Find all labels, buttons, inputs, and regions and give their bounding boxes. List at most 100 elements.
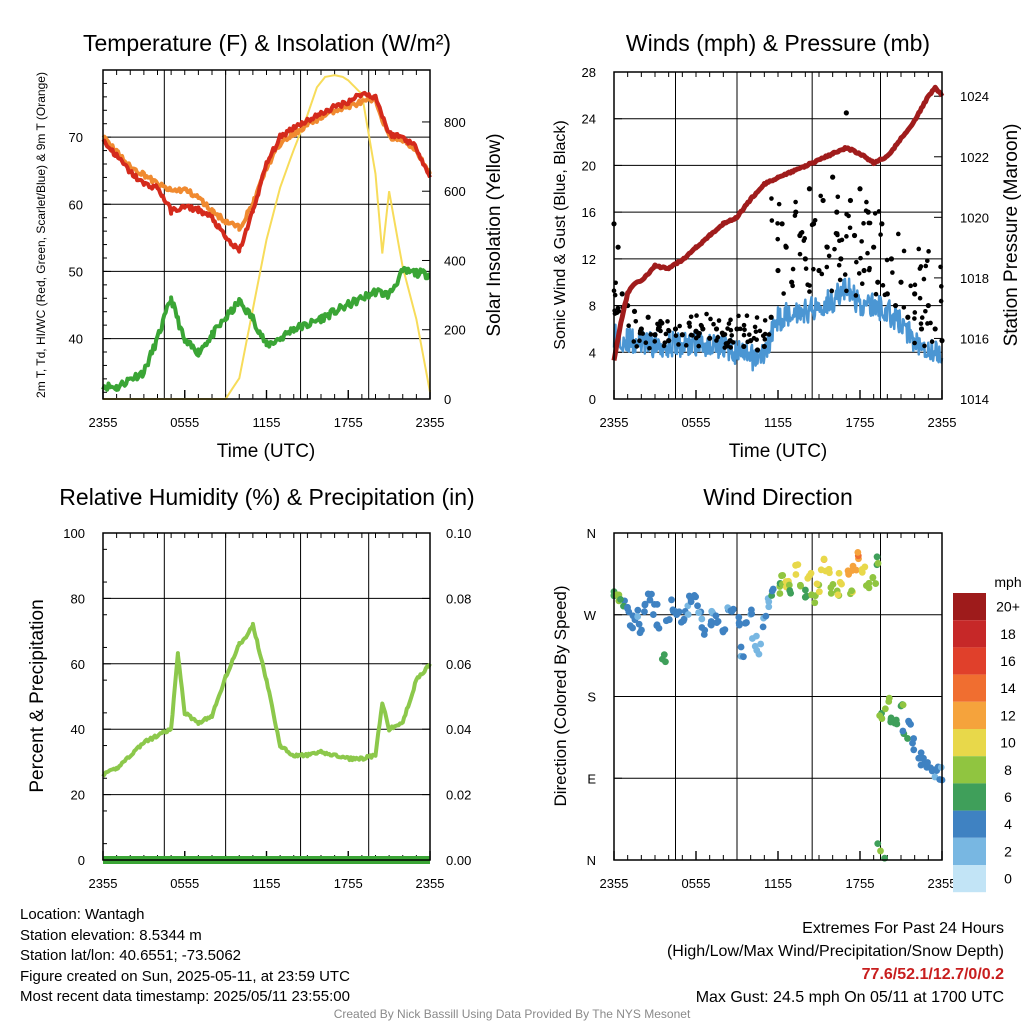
gust-point <box>884 257 890 263</box>
gust-point <box>688 314 694 320</box>
gust-point <box>879 221 885 227</box>
direction-point <box>713 619 721 626</box>
direction-point <box>635 620 643 628</box>
gust-point <box>637 330 643 336</box>
direction-point <box>735 613 743 621</box>
gust-point <box>895 231 901 237</box>
gust-point <box>847 225 853 231</box>
direction-point <box>808 591 816 599</box>
gust-point <box>901 305 907 310</box>
temp-xtick-label: 1155 <box>253 415 281 430</box>
gust-point <box>741 332 747 338</box>
temp-xtick-label: 1755 <box>334 415 363 430</box>
station-info: Location: Wantagh Station elevation: 8.5… <box>20 905 350 1008</box>
direction-point <box>634 613 642 620</box>
direction-point <box>662 658 669 666</box>
colorbar-label: 18 <box>1000 626 1016 642</box>
gust-point <box>846 213 851 219</box>
gust-point <box>666 328 672 334</box>
gust-point <box>722 345 728 350</box>
gust-point <box>912 316 917 321</box>
direction-point <box>813 580 821 588</box>
gust-point <box>626 323 631 329</box>
temp-ytick-right-label: 0 <box>444 392 451 407</box>
gust-point <box>666 338 672 344</box>
gust-point <box>919 315 925 320</box>
gust-point <box>746 332 752 337</box>
humidity-y-axis-label: Percent & Precipitation <box>27 599 48 792</box>
direction-point <box>872 580 880 587</box>
gust-point <box>754 347 761 353</box>
colorbar-label: 2 <box>1004 843 1012 859</box>
station-location: Location: Wantagh <box>20 906 145 923</box>
winds-ytick-label: 16 <box>582 205 596 220</box>
direction-point <box>796 581 804 589</box>
gust-point <box>741 343 747 350</box>
temp-2m-line <box>101 90 432 254</box>
direction-point <box>811 599 819 607</box>
direction-point <box>675 608 683 616</box>
gust-point <box>839 237 845 243</box>
direction-point <box>874 559 882 567</box>
direction-point <box>862 582 870 590</box>
gust-point <box>801 238 807 243</box>
temp-x-axis-label: Time (UTC) <box>217 441 316 462</box>
gust-point <box>859 281 865 286</box>
direction-xtick-label: 2355 <box>928 876 957 891</box>
gust-point <box>844 234 849 239</box>
gust-point <box>634 344 640 349</box>
humidity-panel-title: Relative Humidity (%) & Precipitation (i… <box>59 484 475 510</box>
direction-point <box>869 574 877 582</box>
direction-point <box>802 586 809 594</box>
humidity-ytick-label: 100 <box>63 526 85 541</box>
colorbar-label: 10 <box>1000 735 1016 751</box>
direction-ytick-label: N <box>587 526 596 541</box>
direction-point <box>634 606 642 614</box>
direction-point <box>687 598 695 606</box>
direction-point <box>721 626 729 634</box>
gust-point <box>776 201 782 207</box>
direction-point <box>765 603 773 611</box>
direction-panel-title: Wind Direction <box>703 484 853 510</box>
gust-point <box>676 342 681 347</box>
precip-ytick-label: 0.10 <box>446 526 471 541</box>
gust-point <box>858 255 863 261</box>
gust-point <box>762 331 768 337</box>
gust-point <box>926 249 931 254</box>
direction-point <box>815 588 823 596</box>
direction-point <box>660 651 668 659</box>
temp-ytick-label: 60 <box>69 197 83 212</box>
gust-point <box>872 211 878 216</box>
winds-plot-border <box>613 71 943 400</box>
direction-point <box>827 589 835 597</box>
gust-point <box>829 288 835 294</box>
direction-point <box>691 591 698 599</box>
humidity-xtick-label: 2355 <box>89 876 118 891</box>
gust-point <box>865 250 870 256</box>
direction-point <box>805 572 813 580</box>
max-gust: Max Gust: 24.5 mph On 05/11 at 1700 UTC <box>695 989 1004 1006</box>
direction-point <box>740 653 747 661</box>
direction-point <box>904 735 911 742</box>
direction-point <box>649 611 657 618</box>
gust-point <box>923 308 928 314</box>
gust-point <box>912 291 918 297</box>
humidity-xtick-label: 0555 <box>170 876 199 891</box>
gust-point <box>898 279 904 285</box>
direction-point <box>638 626 645 634</box>
temp-ytick-right-label: 200 <box>444 323 466 338</box>
humidity-xtick-label: 1155 <box>253 876 281 891</box>
winds-ytick-right-label: 1022 <box>960 150 989 165</box>
direction-point <box>769 585 777 593</box>
humidity-ytick-label: 40 <box>71 722 85 737</box>
direction-point <box>881 705 889 713</box>
colorbar-swatch <box>953 756 986 784</box>
direction-point <box>873 553 881 561</box>
winds-ytick-right-label: 1014 <box>960 392 989 407</box>
direction-point <box>822 567 830 575</box>
gust-point <box>729 333 735 338</box>
gust-point <box>704 311 709 317</box>
temp-ytick-right-label: 600 <box>444 184 466 199</box>
direction-xtick-label: 1155 <box>764 876 792 891</box>
gust-point <box>783 243 788 249</box>
